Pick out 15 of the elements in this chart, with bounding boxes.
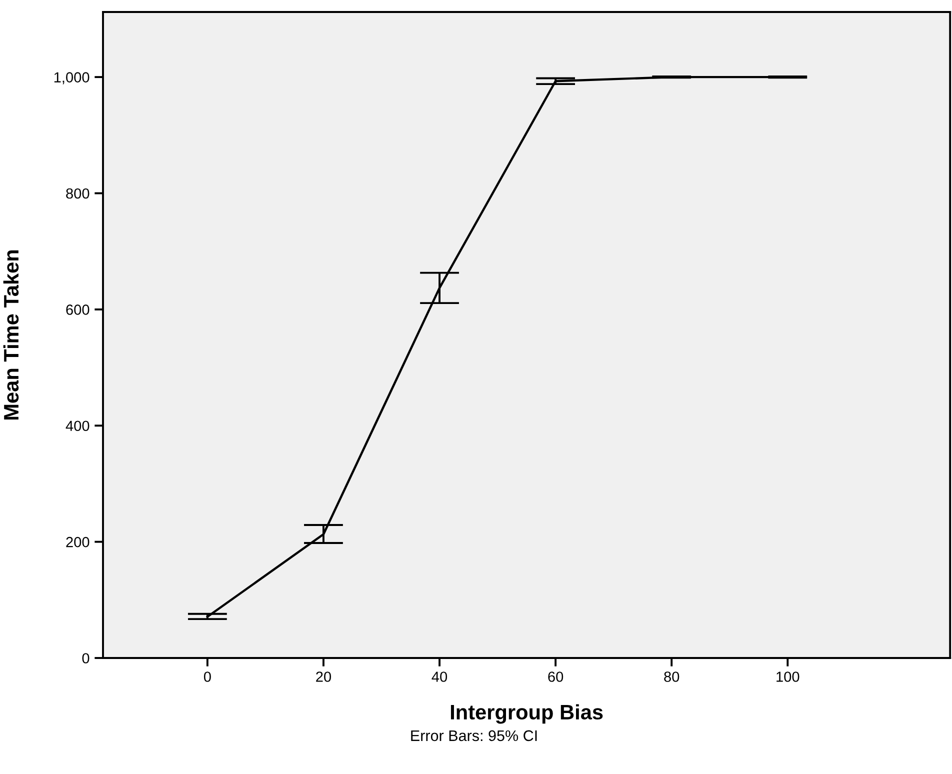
x-axis-title: Intergroup Bias [450,704,603,724]
text: Error Bars: 95% CI [411,730,537,742]
y-tick-label: 400 [66,420,90,432]
y-tick-label: 1,000 [54,72,90,84]
y-tick-label: 0 [82,653,90,664]
y-tick-label: 800 [66,188,90,199]
x-tick-label: 80 [664,672,680,682]
x-tick-label: 0 [204,672,211,682]
x-tick-label: 40 [432,672,448,682]
y-tick-label: 600 [66,304,90,315]
y-axis-title: Mean Time Taken [3,250,19,420]
x-tick-label: 100 [776,672,800,682]
y-tick-label: 200 [66,536,90,548]
x-tick-label: 20 [316,672,332,682]
x-tick-label: 60 [548,672,564,682]
